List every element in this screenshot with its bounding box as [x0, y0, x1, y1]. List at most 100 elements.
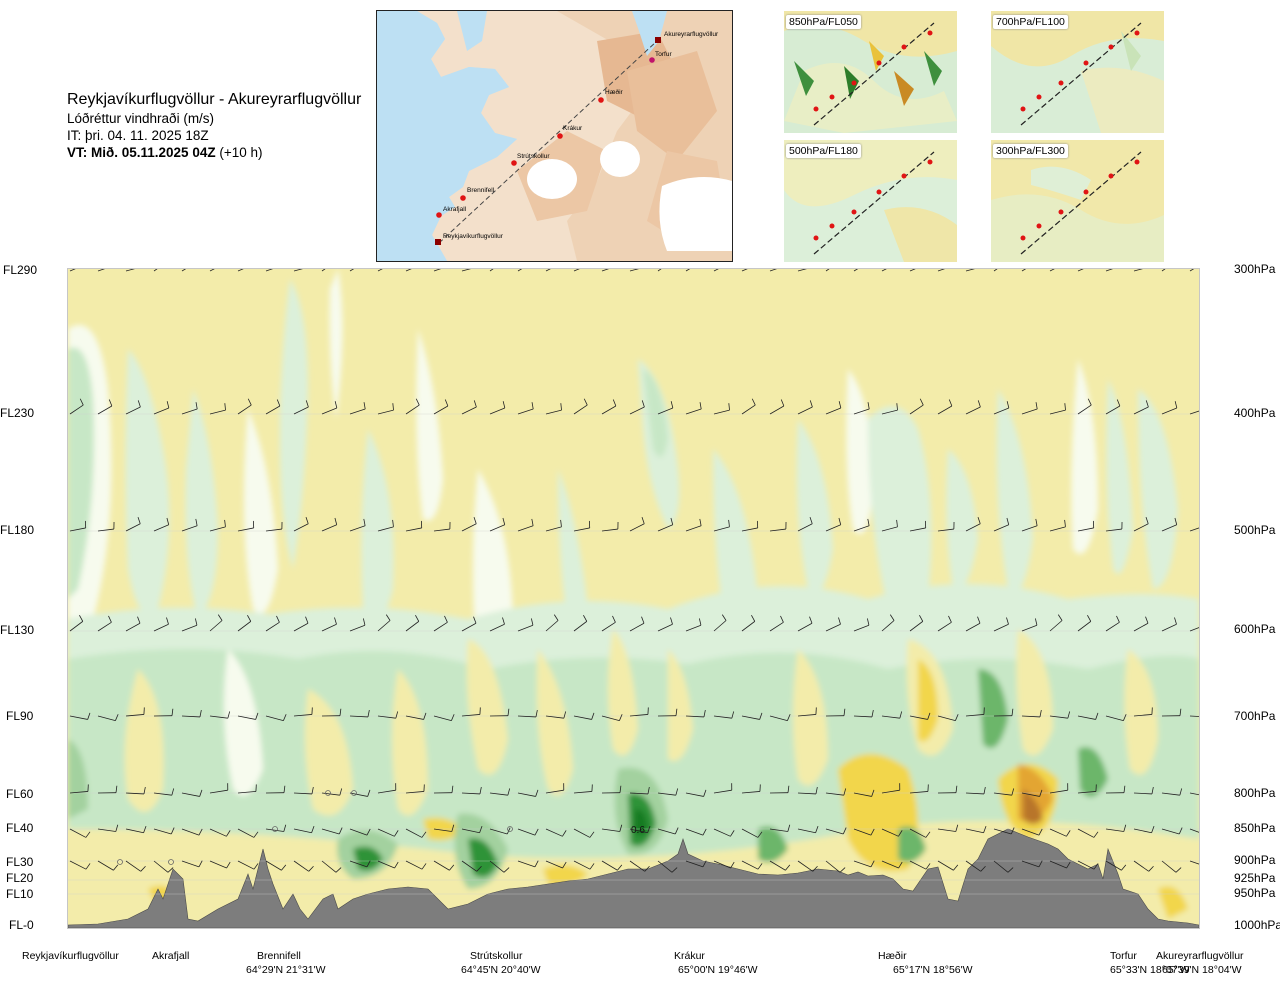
- thumb-500hpa[interactable]: 500hPa/FL180: [784, 140, 957, 262]
- wind-barb-staff: [125, 828, 144, 834]
- wind-barb-flag: [449, 864, 455, 871]
- initial-time: IT: þri. 04. 11. 2025 18Z: [67, 128, 209, 143]
- thumb-850hpa[interactable]: 850hPa/FL050: [784, 11, 957, 133]
- thumb-700hpa[interactable]: 700hPa/FL100: [991, 11, 1164, 133]
- wind-barb-flag: [108, 399, 113, 407]
- wind-barb-staff: [377, 828, 395, 837]
- wind-barb-flag: [451, 714, 455, 721]
- thumb-label-700: 700hPa/FL100: [993, 15, 1068, 29]
- wind-barb-flag: [699, 402, 702, 410]
- wind-barb-flag: [751, 398, 756, 406]
- wind-barb-flag: [194, 618, 198, 626]
- p-label-925: 925hPa: [1234, 871, 1276, 885]
- wind-barb-flag: [423, 712, 427, 720]
- waypoint-akureyri-coord: 65°39'N 18°04'W: [1162, 964, 1242, 976]
- wind-barb-staff: [209, 860, 227, 869]
- thumb-300hpa[interactable]: 300hPa/FL300: [991, 140, 1164, 262]
- wind-barb-staff: [1077, 791, 1096, 794]
- wind-barb-staff: [797, 828, 816, 834]
- wind-barb-flag: [226, 861, 231, 869]
- wind-barb-staff: [293, 523, 309, 532]
- wind-barb-staff: [1049, 828, 1067, 837]
- p-label-500: 500hPa: [1234, 523, 1276, 537]
- wind-barb-staff: [601, 405, 617, 415]
- wind-barb-flag: [171, 708, 174, 716]
- wind-barb-staff: [937, 528, 954, 532]
- wind-barb-staff: [517, 408, 534, 415]
- wind-barb-flag: [809, 516, 813, 524]
- wind-barb-flag: [898, 861, 903, 869]
- wind-barb-staff: [1133, 714, 1152, 717]
- wind-barb-staff: [601, 269, 610, 272]
- wind-barb-flag: [283, 714, 287, 721]
- wind-barb-flag: [670, 517, 674, 525]
- map-label-brennifell: Brennifell: [467, 187, 495, 194]
- wind-barb-staff: [433, 828, 452, 832]
- waypoint-krakur-coord: 65°00'N 19°46'W: [678, 964, 758, 976]
- wind-barb-staff: [657, 623, 673, 632]
- wind-barb-staff: [573, 860, 591, 870]
- wind-barb-flag: [334, 517, 338, 525]
- wind-barb-flag: [506, 827, 511, 835]
- wind-barb-staff: [629, 269, 640, 272]
- wind-barb-staff: [713, 828, 731, 837]
- wind-barb-staff: [853, 715, 872, 718]
- wind-barb-flag: [115, 714, 119, 721]
- wind-barb-flag: [79, 615, 84, 622]
- fl-label-90: FL90: [6, 709, 34, 723]
- wind-barb-flag: [728, 519, 730, 527]
- wind-barb-staff: [1077, 404, 1092, 415]
- wind-barb-staff: [237, 404, 252, 415]
- wind-barb-staff: [741, 828, 759, 838]
- wind-barb-flag: [703, 789, 707, 797]
- wind-barb-staff: [741, 404, 756, 415]
- wind-barb-flag: [919, 615, 924, 622]
- map-label-strutskollur: Strútskollur: [517, 153, 550, 160]
- wind-barb-flag: [1035, 402, 1038, 410]
- wind-barb-staff: [1161, 828, 1180, 835]
- wind-barb-staff: [97, 715, 116, 722]
- wind-barb-staff: [433, 860, 450, 871]
- route-map[interactable]: Akureyrarflugvöllur Torfur Hæðir Krákur …: [376, 10, 733, 262]
- wind-barb-flag: [757, 831, 763, 838]
- wind-barb-staff: [993, 623, 1009, 632]
- wind-barb-flag: [366, 828, 371, 836]
- wind-barb-flag: [366, 860, 371, 868]
- wind-barb-flag: [224, 519, 226, 527]
- wind-barb-flag: [199, 789, 203, 797]
- wind-barb-staff: [909, 715, 928, 720]
- wind-barb-flag: [108, 615, 112, 623]
- wind-barb-flag: [1093, 831, 1099, 838]
- wind-barb-flag: [451, 785, 454, 793]
- wind-barb-flag: [415, 615, 420, 622]
- wind-barb-staff: [209, 269, 215, 272]
- wind-barb-flag: [421, 831, 427, 838]
- wind-barb-staff: [69, 791, 88, 794]
- wind-barb-staff: [349, 525, 366, 532]
- wind-barb-staff: [881, 409, 898, 415]
- wind-barb-staff: [965, 792, 984, 795]
- waypoint-haedir-coord: 65°17'N 18°56'W: [893, 964, 973, 976]
- wind-barb-staff: [349, 792, 368, 797]
- thumb-700hpa-graphic: [991, 11, 1164, 133]
- wind-barb-staff: [489, 269, 494, 272]
- wind-barb-staff: [573, 791, 592, 794]
- wind-barb-staff: [153, 828, 172, 835]
- cross-section-plot[interactable]: 0.6: [67, 268, 1200, 929]
- wind-barb-flag: [702, 828, 707, 836]
- wind-barb-staff: [293, 714, 312, 717]
- wind-barb-staff: [769, 621, 784, 632]
- wind-barb-flag: [444, 399, 449, 407]
- wind-barb-staff: [1105, 405, 1121, 415]
- wind-barb-flag: [531, 402, 534, 410]
- wind-barb-staff: [909, 527, 926, 532]
- wind-barb-staff: [125, 860, 141, 872]
- wind-barb-staff: [405, 791, 424, 794]
- wind-barb-flag: [983, 826, 987, 833]
- wind-barb-flag: [977, 616, 981, 624]
- wind-barb-flag: [698, 618, 702, 626]
- cross-section-field: 0.6: [68, 269, 1199, 928]
- wind-barb-staff: [1077, 527, 1094, 532]
- wind-barb-flag: [839, 867, 846, 873]
- wind-barb-staff: [153, 623, 169, 632]
